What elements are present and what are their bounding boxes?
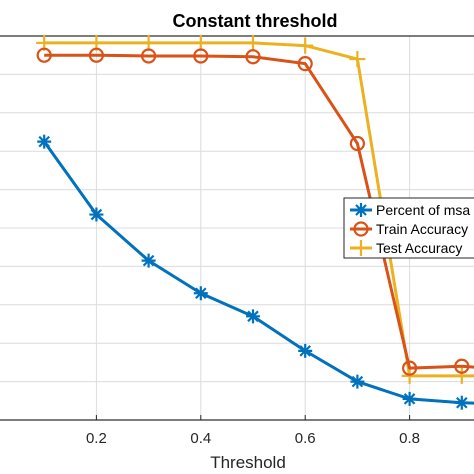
plot-area (0, 35, 474, 421)
data-point (402, 391, 417, 406)
data-point (246, 309, 260, 324)
data-point (453, 367, 470, 384)
legend-label: Train Accuracy (376, 221, 468, 237)
x-axis-label: Threshold (210, 453, 286, 472)
series-line (44, 53, 474, 370)
data-point (297, 37, 314, 54)
data-point (192, 34, 209, 51)
legend-marker (354, 203, 368, 217)
legend-label: Test Accuracy (376, 240, 462, 256)
data-point (245, 34, 261, 51)
chart-title: Constant threshold (173, 11, 338, 31)
data-point (141, 253, 156, 268)
data-point (297, 56, 313, 72)
x-axis-ticks: 0.2 0.4 0.6 0.8 (86, 415, 420, 447)
grid (0, 36, 474, 420)
series-layer (36, 34, 474, 410)
data-point (349, 51, 366, 68)
x-tick-label: 0.6 (295, 430, 316, 447)
data-point (193, 286, 208, 301)
data-point (402, 360, 418, 376)
data-point (349, 135, 365, 152)
data-point (89, 207, 104, 222)
series-1 (37, 134, 474, 410)
data-point (350, 374, 365, 389)
x-tick-label: 0.4 (190, 430, 211, 447)
data-point (193, 48, 209, 64)
data-point (454, 395, 469, 410)
series-line (42, 140, 474, 405)
data-point (36, 47, 52, 63)
legend-marker (353, 221, 369, 237)
legend-label: Percent of msa (376, 202, 470, 218)
data-point (454, 358, 470, 374)
data-point (140, 34, 157, 51)
data-point (298, 343, 313, 358)
series-line (44, 41, 474, 378)
legend: Percent of msa Train Accuracy Test Accurac… (343, 197, 474, 259)
data-point (401, 367, 418, 384)
series-2 (36, 47, 474, 376)
data-point (37, 134, 52, 149)
series-3 (36, 34, 474, 384)
data-point (141, 48, 157, 64)
data-point (245, 49, 261, 65)
x-tick-label: 0.2 (86, 430, 107, 447)
x-tick-label: 0.8 (399, 430, 420, 447)
legend-marker (353, 240, 369, 256)
data-point (88, 47, 105, 63)
